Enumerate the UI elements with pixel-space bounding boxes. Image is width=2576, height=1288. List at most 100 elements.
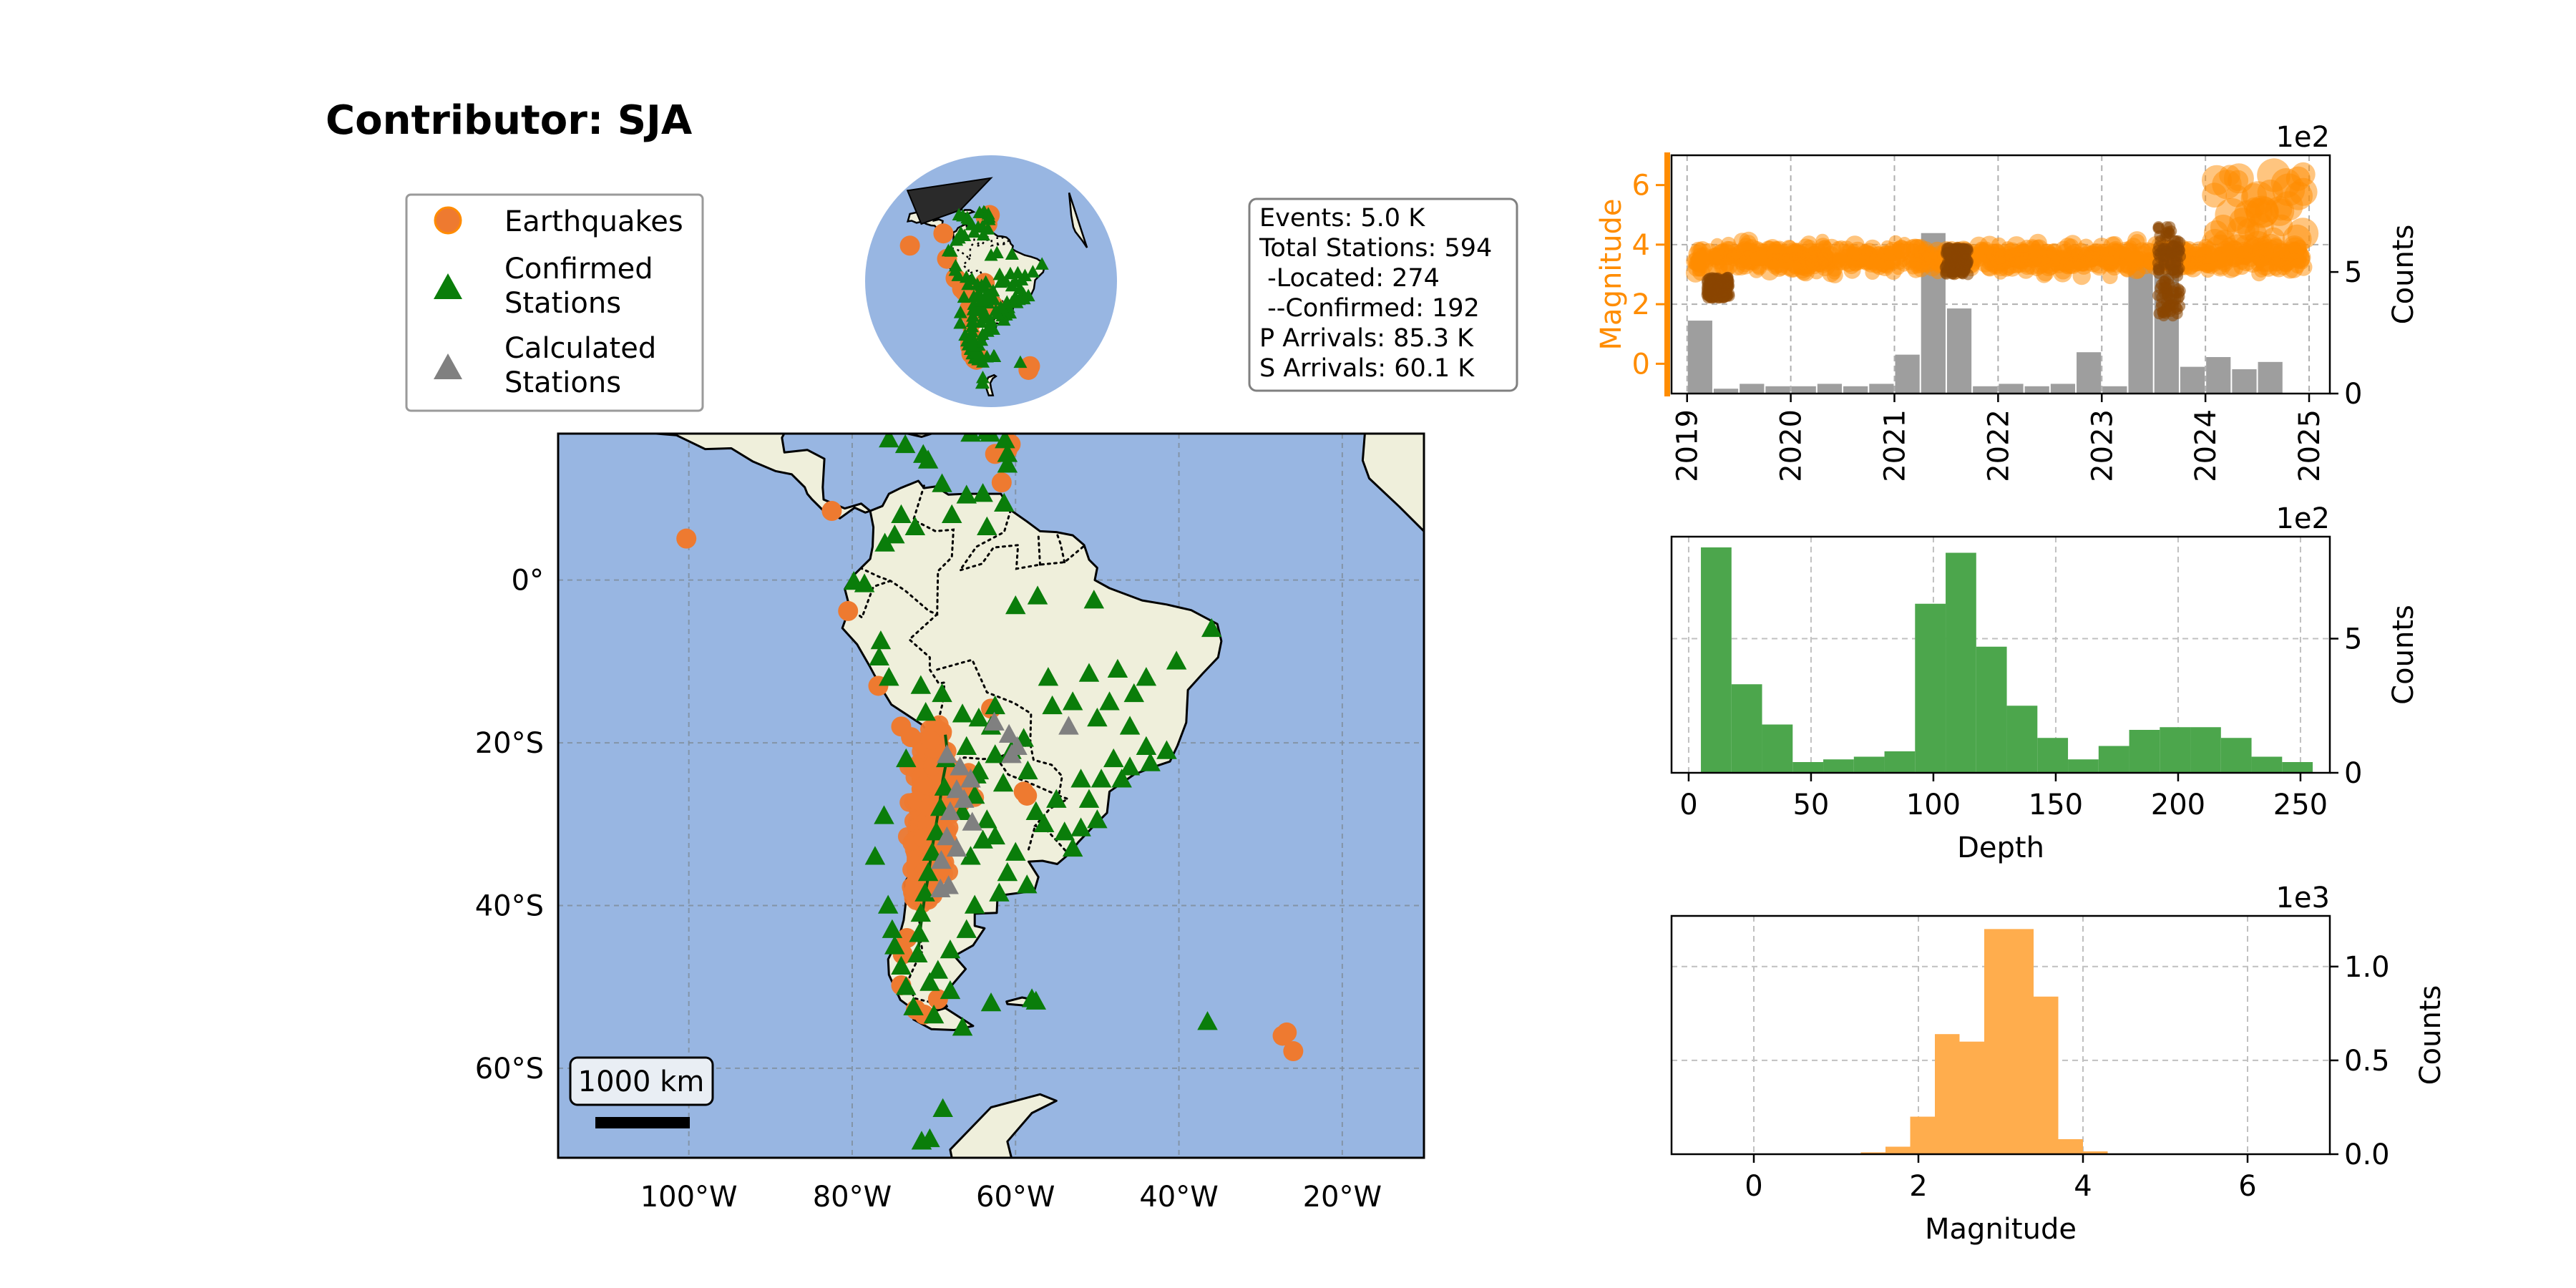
confirmed-station-marker — [1197, 1011, 1218, 1030]
magnitude-point — [2258, 243, 2274, 259]
confirmed-station-marker — [1070, 817, 1091, 836]
magnitude-axes-frame — [1670, 914, 2331, 1156]
confirmed-station-marker — [891, 955, 912, 975]
confirmed-station-marker — [1123, 683, 1145, 703]
magnitude-point — [1739, 231, 1759, 251]
confirmed-station-marker — [1033, 813, 1055, 833]
legend-confirmed-station-marker — [434, 273, 462, 299]
magnitude-x-tick-label: 2 — [1909, 1170, 1927, 1203]
scale-bar-label: 1000 km — [578, 1065, 705, 1098]
confirmed-station-marker — [1136, 736, 1157, 756]
magnitude-point — [2165, 239, 2177, 251]
confirmed-station-marker — [894, 434, 916, 454]
confirmed-station-marker — [1083, 590, 1105, 609]
confirmed-station-marker — [927, 960, 949, 979]
magnitude-point — [1702, 290, 1714, 302]
magnitude-bar — [1984, 929, 2009, 1154]
confirmed-station-marker — [1054, 821, 1075, 841]
confirmed-station-marker — [877, 894, 899, 914]
magnitude-point — [1913, 238, 1928, 254]
time-left-tick-label: 0 — [1632, 348, 1650, 381]
confirmed-station-marker — [952, 1017, 973, 1036]
magnitude-point — [2122, 247, 2141, 266]
map-country-border — [1028, 824, 1037, 851]
confirmed-station-marker — [1018, 760, 1038, 780]
map-lon-tick-label: 80°W — [813, 1181, 892, 1214]
confirmed-station-marker — [1038, 667, 1059, 686]
magnitude-point — [1710, 238, 1724, 252]
globe-country-border — [992, 313, 997, 321]
depth-x-tick-label: 150 — [2029, 789, 2083, 821]
confirmed-station-marker — [1078, 663, 1100, 682]
confirmed-station-marker — [917, 862, 939, 882]
magnitude-point — [2244, 222, 2267, 245]
depth-axes-frame — [1670, 535, 2331, 774]
magnitude-point — [2029, 262, 2044, 276]
globe-station-marker — [992, 267, 1007, 280]
time-axes-frame — [1670, 154, 2331, 395]
confirmed-station-marker — [1166, 650, 1187, 670]
confirmed-station-marker — [884, 525, 905, 544]
confirmed-station-marker — [995, 434, 1015, 449]
depth-bar — [1946, 552, 1976, 773]
globe-station-marker — [1005, 247, 1019, 260]
depth-bar — [2098, 746, 2129, 773]
calculated-station-marker — [954, 789, 975, 808]
calculated-station-marker — [950, 756, 970, 776]
confirmed-station-marker — [1119, 716, 1141, 735]
earthquake-marker — [991, 472, 1012, 493]
calculated-station-marker — [937, 826, 957, 846]
magnitude-point — [2202, 165, 2232, 195]
confirmed-station-marker — [956, 484, 977, 504]
confirmed-station-marker — [932, 1098, 953, 1118]
confirmed-station-marker — [1062, 691, 1083, 711]
earthquake-marker — [923, 757, 942, 776]
depth-y-axis-label: Counts — [2387, 605, 2420, 705]
map-frame — [557, 432, 1425, 1159]
depth-bar — [1884, 751, 1916, 773]
confirmed-station-marker — [960, 846, 981, 865]
time-x-tick-label: 2024 — [2190, 409, 2223, 482]
confirmed-station-marker — [1016, 874, 1038, 894]
main-map: 0° 20°S 40°S 60°S 100°W 80°W 60°W 40°W 20°W 1000… — [475, 392, 1425, 1214]
confirmed-station-marker — [891, 504, 912, 523]
confirmed-station-marker — [1087, 809, 1108, 829]
depth-bar — [2282, 762, 2313, 773]
globe-station-marker — [966, 339, 980, 352]
magnitude-bar — [1885, 1146, 1911, 1154]
map-lat-tick-label: 40°S — [475, 890, 544, 923]
magnitude-y-tick-label: 0.5 — [2344, 1045, 2390, 1078]
confirmed-station-marker — [985, 744, 1005, 763]
magnitude-y-tick-label: 1.0 — [2344, 951, 2390, 984]
magnitude-x-tick-label: 0 — [1745, 1170, 1762, 1203]
magnitude-point — [1913, 258, 1928, 273]
legend-calculated-label-line2: Stations — [504, 366, 621, 399]
magnitude-point — [2210, 214, 2236, 240]
map-country-border — [907, 613, 946, 731]
time-x-tick-label: 2022 — [1982, 409, 2015, 482]
confirmed-station-marker — [1201, 618, 1222, 638]
stats-confirmed: --Confirmed: 192 — [1259, 294, 1480, 323]
globe-station-marker — [982, 213, 996, 225]
globe-station-marker — [1035, 257, 1049, 270]
globe-station-marker — [1013, 355, 1028, 369]
map-land-cuba — [811, 392, 899, 418]
stats-box: Events: 5.0 K Total Stations: 594 -Locat… — [1248, 197, 1518, 392]
confirmed-station-marker — [956, 736, 977, 756]
globe-station-marker — [951, 268, 965, 281]
globe-station-marker — [1025, 265, 1040, 278]
earthquake-marker — [821, 501, 842, 522]
globe-station-marker — [941, 243, 955, 257]
magnitude-point — [1755, 243, 1771, 259]
globe-earthquake-marker — [933, 223, 954, 244]
confirmed-station-marker — [879, 667, 899, 686]
magnitude-point — [2026, 240, 2041, 255]
map-country-border — [861, 484, 955, 616]
earthquake-marker — [914, 776, 933, 795]
globe-earthquake-marker — [899, 235, 920, 256]
confirmed-station-marker — [1025, 801, 1047, 820]
calculated-station-marker — [937, 744, 957, 763]
confirmed-station-marker — [989, 882, 1010, 902]
